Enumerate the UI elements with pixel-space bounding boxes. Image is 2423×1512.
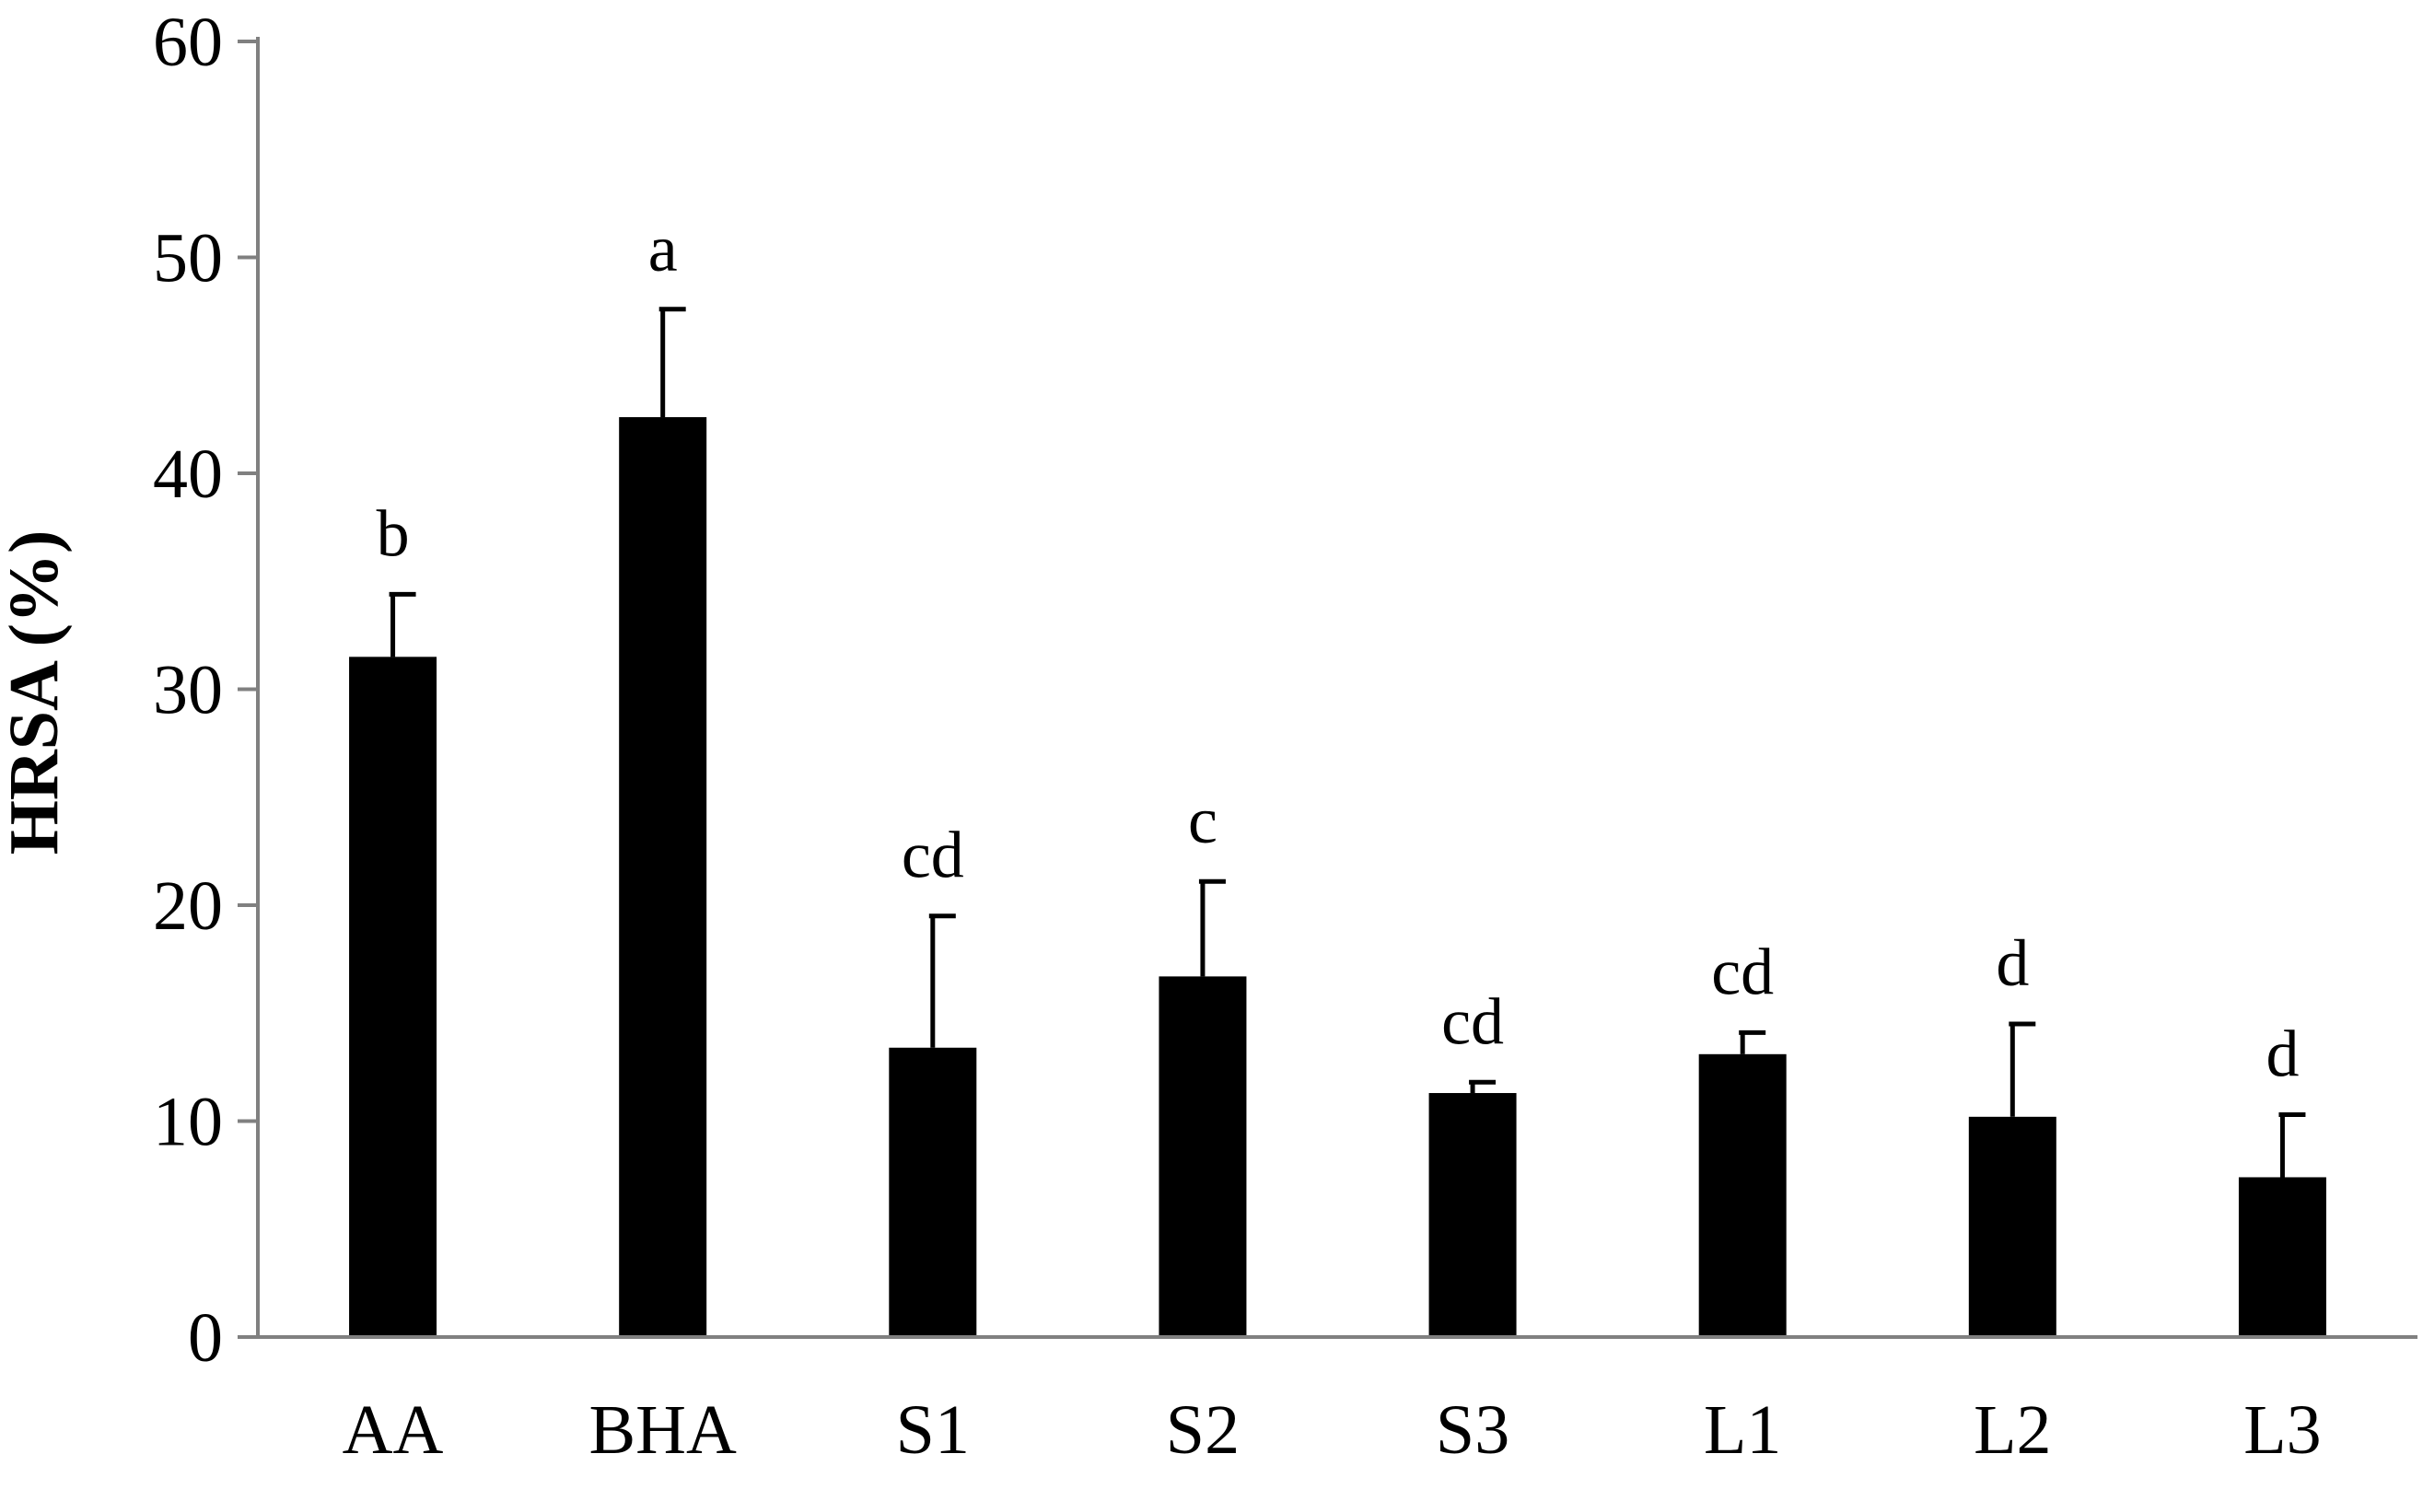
y-tick-label: 40 xyxy=(153,436,223,513)
y-axis-label: HRSA (%) xyxy=(0,530,73,855)
significance-label: cd xyxy=(902,819,964,892)
bar-l3 xyxy=(2238,1177,2326,1337)
x-tick-label: BHA xyxy=(588,1391,737,1469)
significance-label: d xyxy=(1996,926,2029,1000)
y-tick-label: 50 xyxy=(153,220,223,297)
significance-label: a xyxy=(648,212,678,285)
y-tick-label: 0 xyxy=(188,1299,223,1377)
bar-bha xyxy=(619,417,707,1337)
x-tick-label: S1 xyxy=(896,1391,970,1469)
y-tick-label: 10 xyxy=(153,1084,223,1161)
bar-s3 xyxy=(1428,1093,1517,1337)
y-tick-label: 60 xyxy=(153,4,223,81)
bar-l2 xyxy=(1968,1116,2056,1337)
bar-s2 xyxy=(1159,976,1247,1337)
significance-label: cd xyxy=(1441,984,1504,1058)
significance-label: c xyxy=(1188,784,1217,857)
axes-layer xyxy=(238,37,2417,1339)
x-tick-label: L3 xyxy=(2243,1391,2321,1469)
bar-aa xyxy=(349,657,437,1337)
labels-layer: 0 10 20 30 40 50 60 b AA a BHA cd S1 c S2 cd S3 cd L1 d L2 d L… xyxy=(153,4,2322,1469)
x-tick-label: S2 xyxy=(1166,1391,1240,1469)
y-tick-label: 20 xyxy=(153,867,223,945)
significance-label: cd xyxy=(1711,935,1774,1008)
significance-label: d xyxy=(2266,1017,2299,1090)
x-tick-label: S3 xyxy=(1436,1391,1509,1469)
x-tick-label: AA xyxy=(343,1391,444,1469)
bar-l1 xyxy=(1698,1053,1787,1337)
x-tick-label: L2 xyxy=(1974,1391,2051,1469)
bar-s1 xyxy=(889,1047,977,1337)
bars-layer xyxy=(349,417,2326,1337)
significance-label: b xyxy=(377,496,410,570)
y-tick-label: 30 xyxy=(153,652,223,729)
x-tick-label: L1 xyxy=(1704,1391,1781,1469)
error-bars-layer xyxy=(389,307,2306,1178)
